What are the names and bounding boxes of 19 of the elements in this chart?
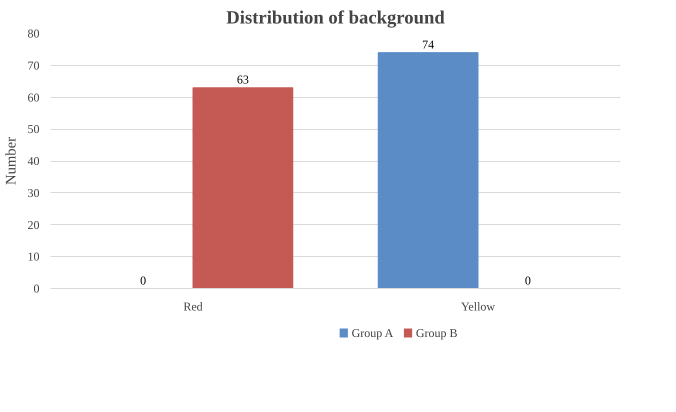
legend-label: Group B (416, 326, 458, 340)
data-label: 74 (422, 38, 434, 52)
y-tick-label: 20 (28, 218, 40, 232)
x-tick-label: Red (183, 300, 203, 314)
data-label: 0 (524, 274, 531, 288)
y-tick-label: 10 (28, 250, 40, 264)
y-tick-label: 40 (28, 154, 40, 168)
x-tick-label: Yellow (460, 300, 496, 314)
y-tick-label: 80 (28, 26, 40, 40)
data-label: 0 (140, 274, 146, 288)
legend-label: Group A (352, 326, 394, 340)
data-label: 63 (236, 72, 249, 87)
y-tick-label: 0 (34, 282, 40, 296)
y-axis-title: Number (4, 136, 20, 186)
y-tick-label: 50 (28, 122, 40, 136)
chart-title: Distribution of background (226, 8, 446, 28)
y-tick-label: 60 (28, 90, 40, 104)
y-tick-label: 70 (28, 58, 40, 72)
y-tick-label: 30 (28, 186, 40, 200)
